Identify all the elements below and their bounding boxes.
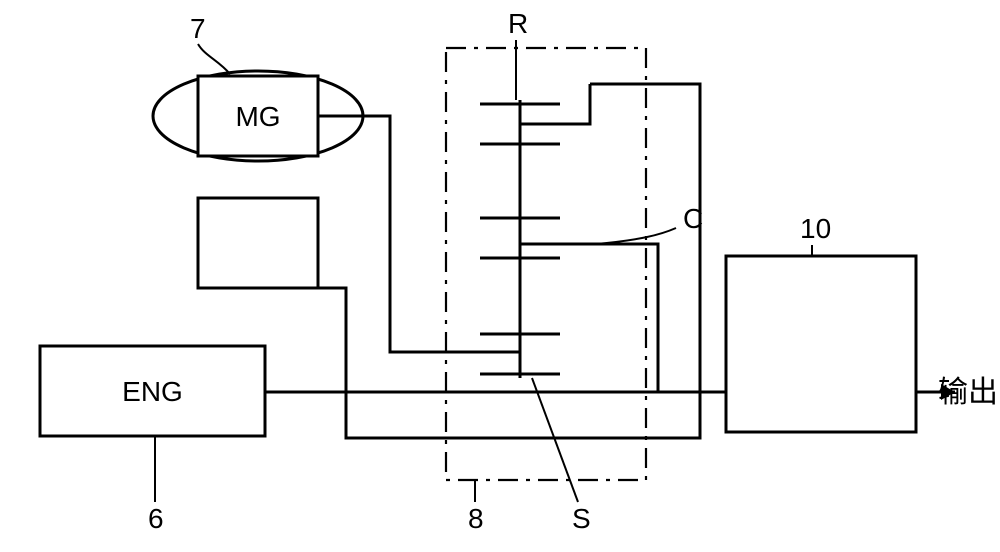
callout-10: 10 [800, 213, 831, 244]
callout-8: 8 [468, 503, 484, 534]
mg-label: MG [235, 101, 280, 132]
callout-7: 7 [190, 13, 206, 44]
output-label: 输出 [938, 376, 998, 409]
label-r: R [508, 8, 528, 39]
label-c: C [683, 203, 703, 234]
label-s: S [572, 503, 591, 534]
callout-6: 6 [148, 503, 164, 534]
eng-label: ENG [122, 376, 183, 407]
